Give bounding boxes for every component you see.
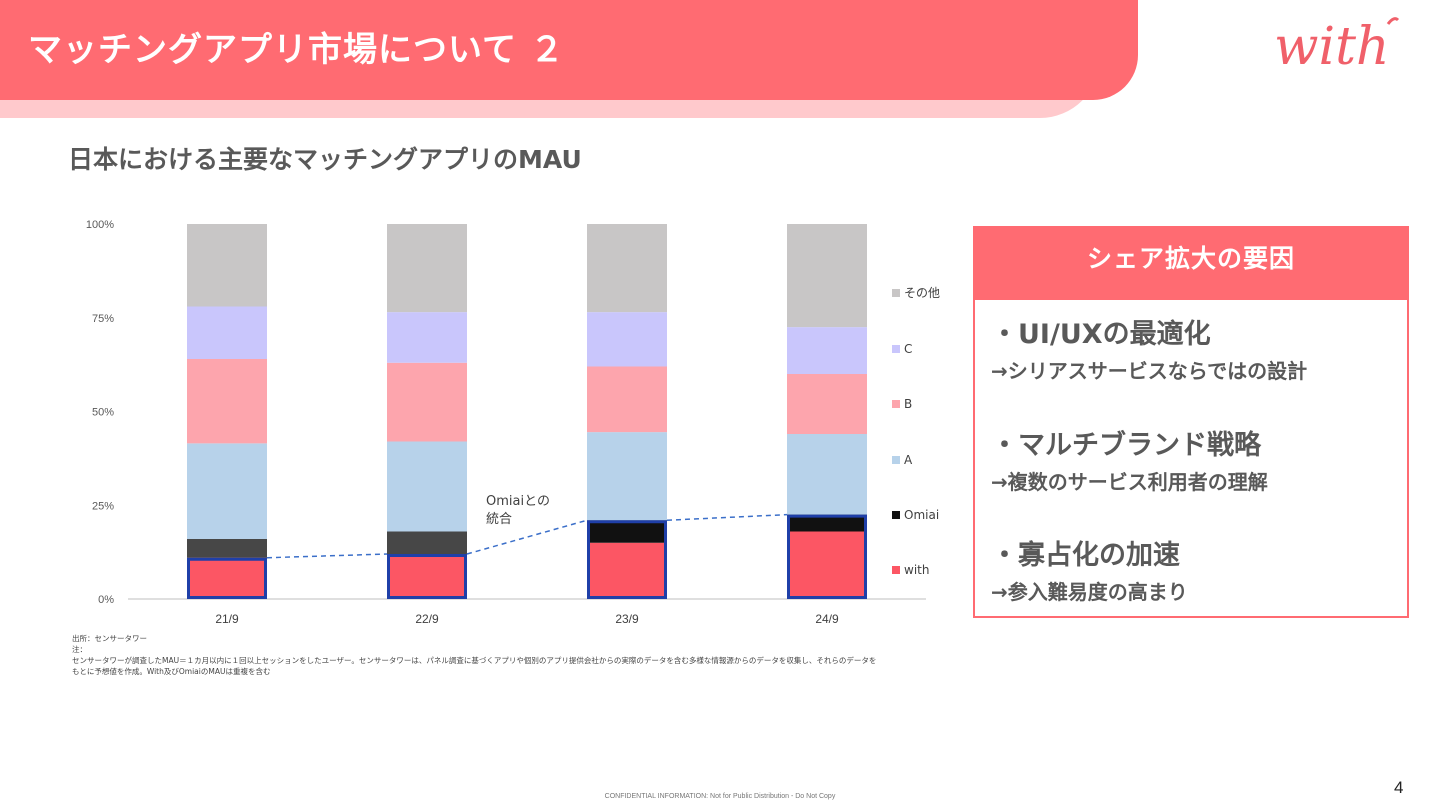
- x-tick-label: 24/9: [815, 612, 839, 625]
- bar-segment-with: [187, 557, 267, 599]
- bar-segment-with: [587, 542, 667, 599]
- bar-segment-Omiai: [587, 520, 667, 543]
- legend-swatch: [892, 566, 900, 574]
- y-tick-label: 100%: [86, 219, 114, 231]
- factor-detail: →シリアスサービスならではの設計: [991, 359, 1308, 383]
- legend-label: A: [904, 453, 913, 467]
- with-highlight-box: [787, 514, 867, 599]
- stacked-bar-chart: 0% 25% 50% 75% 100% 21/9 22/9 23/9 24/9 Omiaiとの統合…: [86, 219, 940, 625]
- bar-segment-その他: [387, 224, 467, 313]
- with-highlight-box: [187, 557, 267, 599]
- source-notes: 出所：センサータワー 注： センサータワーが調査したMAU＝１カ月以内に１回以上…: [72, 633, 876, 677]
- bar-segment-その他: [187, 224, 267, 307]
- bar-segment-other: [387, 531, 467, 554]
- bar-segment-other: [187, 539, 267, 558]
- panel-title: シェア拡大の要因: [975, 228, 1407, 300]
- slide-title: マッチングアプリ市場について ２: [28, 30, 565, 70]
- legend-label: その他: [904, 286, 940, 300]
- share-factors-panel: シェア拡大の要因 ・UI/UXの最適化 →シリアスサービスならではの設計 ・マル…: [973, 226, 1409, 618]
- svg-text:with: with: [1274, 17, 1390, 77]
- with-logo: with: [1274, 17, 1400, 77]
- bar-segment-Omiai: [787, 514, 867, 532]
- legend-label: C: [904, 342, 912, 356]
- bar-segment-A: [587, 432, 667, 521]
- trend-dashed-line: [466, 519, 588, 555]
- merger-annotation: Omiaiとの: [486, 494, 550, 509]
- legend-label: B: [904, 397, 912, 411]
- note-line: センサータワーが調査したMAU＝１カ月以内に１回以上セッションをしたユーザー。セ…: [72, 656, 877, 665]
- legend-swatch: [892, 289, 900, 297]
- bar-segment-with: [787, 531, 867, 599]
- merger-annotation: 統合: [486, 512, 512, 527]
- legend-swatch: [892, 400, 900, 408]
- factor-detail: →参入難易度の高まり: [991, 580, 1188, 604]
- with-highlight-box: [387, 554, 467, 599]
- trend-dashed-line: [666, 513, 788, 521]
- legend-swatch: [892, 511, 900, 519]
- bar-segment-B: [587, 366, 667, 433]
- with-highlight-box: [587, 520, 667, 599]
- bar-segment-B: [787, 374, 867, 434]
- legend-label: with: [904, 563, 929, 577]
- bar-segment-B: [387, 362, 467, 442]
- note-line: もとに予想値を作成。With及びOmiaiのMAUは重複を含む: [72, 667, 271, 676]
- factor-detail: →複数のサービス利用者の理解: [991, 470, 1268, 494]
- note-line: 注：: [72, 645, 87, 654]
- note-line: 出所：センサータワー: [72, 634, 147, 643]
- y-tick-label: 75%: [92, 313, 114, 325]
- factor-item: ・寡占化の加速 →参入難易度の高まり: [991, 533, 1188, 605]
- bar-segment-その他: [587, 224, 667, 313]
- legend-swatch: [892, 345, 900, 353]
- factor-title: ・寡占化の加速: [991, 540, 1180, 571]
- confidential-footer: CONFIDENTIAL INFORMATION: Not for Public…: [604, 793, 836, 800]
- y-tick-label: 25%: [92, 500, 114, 512]
- factor-title: ・UI/UXの最適化: [991, 319, 1211, 350]
- page-number: 4: [1394, 778, 1404, 797]
- bar-segment-A: [187, 443, 267, 539]
- bar-segment-C: [387, 312, 467, 363]
- bar-segment-その他: [787, 224, 867, 328]
- y-tick-label: 50%: [92, 407, 114, 419]
- factor-title: ・マルチブランド戦略: [991, 430, 1261, 461]
- legend-label: Omiai: [904, 508, 939, 522]
- trend-dashed-line: [266, 553, 388, 559]
- bar-segment-B: [187, 359, 267, 444]
- x-tick-label: 21/9: [215, 612, 239, 625]
- factor-item: ・マルチブランド戦略 →複数のサービス利用者の理解: [991, 423, 1268, 495]
- bar-segment-C: [787, 327, 867, 374]
- bar-segment-C: [187, 306, 267, 359]
- bar-segment-A: [787, 434, 867, 515]
- bar-segment-with: [387, 554, 467, 599]
- x-tick-label: 23/9: [615, 612, 639, 625]
- chart-heading: 日本における主要なマッチングアプリのMAU: [68, 145, 582, 174]
- legend-swatch: [892, 456, 900, 464]
- y-tick-label: 0%: [98, 594, 114, 606]
- header-band: [0, 0, 1138, 100]
- factor-item: ・UI/UXの最適化 →シリアスサービスならではの設計: [991, 312, 1307, 384]
- x-tick-label: 22/9: [415, 612, 439, 625]
- bar-segment-C: [587, 312, 667, 367]
- bar-segment-A: [387, 441, 467, 532]
